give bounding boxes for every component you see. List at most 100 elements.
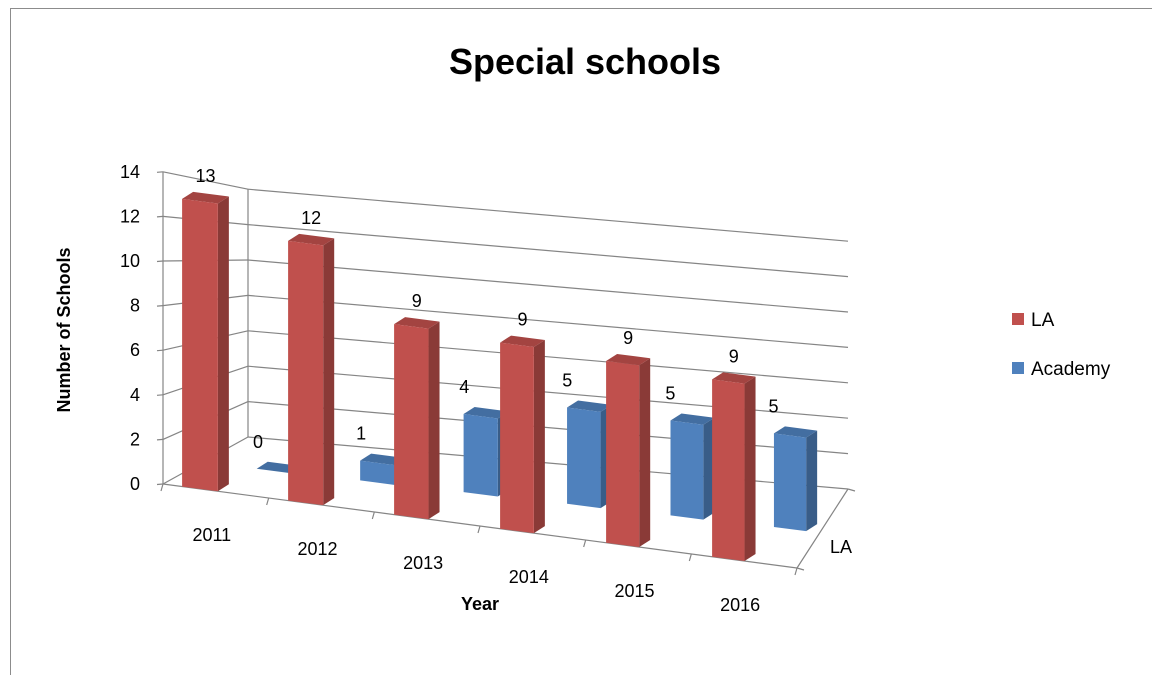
- bar-academy-2016-front: [773, 433, 807, 532]
- data-label: 5: [769, 396, 779, 416]
- x-axis-title: Year: [461, 594, 499, 614]
- gridline: [247, 259, 849, 313]
- bar-academy-2016-side: [806, 430, 818, 532]
- bar-academy-2014-front: [567, 407, 601, 509]
- y-tick-mark: [156, 305, 164, 307]
- x-tick-mark: [477, 525, 481, 534]
- gridline: [247, 330, 849, 384]
- x-tick-label: 2016: [720, 595, 760, 615]
- bar-la-2016: [712, 372, 756, 562]
- y-tick-label: 6: [130, 340, 140, 360]
- data-labels: 0 1 4 5 5 5 13 12 9 9 9 9: [195, 166, 778, 452]
- legend-swatch-academy: [1012, 362, 1024, 374]
- x-tick-label: 2014: [509, 567, 549, 587]
- data-label: 9: [517, 310, 527, 330]
- y-axis-title: Number of Schools: [54, 247, 74, 412]
- x-tick-mark: [160, 483, 164, 492]
- y-tick-mark: [156, 215, 164, 218]
- gridline: [247, 401, 849, 455]
- depth-axis-label: LA: [830, 537, 852, 557]
- y-tick-mark: [156, 349, 164, 352]
- bar-la-2011-front: [182, 198, 218, 492]
- bar-la-2015: [606, 353, 651, 548]
- data-label: 12: [301, 208, 321, 228]
- gridline: [247, 188, 849, 242]
- data-label: 9: [412, 291, 422, 311]
- data-label: 4: [459, 377, 469, 397]
- gridline: [247, 365, 849, 419]
- bar-la-2013: [394, 317, 440, 520]
- y-tick-label: 8: [130, 296, 140, 316]
- bar-academy-2014: [567, 400, 612, 509]
- bar-la-2016-front: [712, 379, 745, 562]
- gridline: [247, 436, 849, 490]
- bar-la-2016-side: [744, 376, 756, 562]
- bar-academy-2013-front: [463, 414, 498, 497]
- gridline: [247, 224, 849, 278]
- x-axis-ticks: 2011 2012 2013 2014 2015 2016: [192, 525, 760, 615]
- data-label: 13: [195, 166, 215, 186]
- data-label: 5: [665, 383, 675, 403]
- x-tick-mark: [583, 539, 587, 548]
- y-tick-label: 0: [130, 474, 140, 494]
- data-label: 0: [253, 432, 263, 452]
- legend-label-la: LA: [1031, 310, 1055, 331]
- bar-academy-2012-front: [360, 460, 396, 485]
- bar-academy-2015: [670, 413, 715, 520]
- legend: LA Academy: [1012, 310, 1111, 380]
- data-label: 1: [356, 424, 366, 444]
- bar-la-2015-top: [606, 353, 651, 366]
- bar-la-2015-front: [606, 360, 640, 548]
- y-tick-label: 2: [130, 429, 140, 449]
- y-tick-label: 12: [120, 206, 140, 226]
- x-tick-mark: [794, 567, 798, 576]
- x-tick-label: 2013: [403, 553, 443, 573]
- bar-academy-2015-front: [670, 420, 704, 520]
- data-label: 9: [729, 346, 739, 366]
- bar-la-2013-top: [394, 317, 440, 329]
- legend-label-academy: Academy: [1031, 359, 1111, 380]
- bar-la-2015-side: [639, 358, 651, 548]
- x-tick-mark: [371, 511, 375, 520]
- bar-la-2011-top: [182, 191, 229, 204]
- bar-la-2012-front: [288, 240, 324, 506]
- legend-swatch-la: [1012, 313, 1024, 325]
- bar-academy-2015-top: [670, 413, 715, 425]
- bar-academy-2016: [773, 426, 818, 532]
- x-tick-label: 2012: [297, 539, 337, 559]
- bar-academy-2015-side: [703, 417, 715, 520]
- bar-academy-2016-top: [773, 426, 818, 438]
- depth-axis-line: [796, 488, 849, 569]
- y-tick-mark: [156, 483, 164, 486]
- bar-la-2011-side: [217, 196, 229, 492]
- gridline: [247, 294, 849, 348]
- bar-la-2013-front: [394, 324, 429, 520]
- bars: [182, 191, 818, 562]
- bar-la-2012-side: [323, 238, 335, 506]
- y-tick-label: 4: [130, 385, 140, 405]
- y-axis-ticks: 0 2 4 6 8 10 12 14: [120, 162, 140, 494]
- gridline-side: [162, 171, 249, 190]
- bar-la-2014: [500, 335, 545, 534]
- depth-tick-mark: [847, 488, 856, 492]
- depth-tick-mark: [796, 567, 805, 571]
- data-label: 5: [562, 370, 572, 390]
- bar-academy-2013-top: [463, 407, 509, 419]
- bar-la-2014-top: [500, 335, 545, 347]
- x-tick-label: 2011: [192, 525, 231, 545]
- y-tick-mark: [156, 171, 164, 173]
- bar-la-2012: [288, 233, 335, 506]
- data-label: 9: [623, 328, 633, 348]
- bar-la-2012-top: [288, 233, 335, 246]
- bar-la-2016-top: [712, 372, 756, 384]
- bar-la-2014-side: [533, 339, 545, 534]
- y-tick-mark: [156, 438, 164, 441]
- y-tick-mark: [156, 394, 164, 396]
- chart-title: Special schools: [449, 41, 721, 82]
- y-tick-label: 14: [120, 162, 140, 182]
- y-tick-mark: [156, 260, 164, 263]
- bar-la-2014-front: [500, 342, 534, 534]
- x-tick-label: 2015: [614, 581, 654, 601]
- y-tick-label: 10: [120, 251, 140, 271]
